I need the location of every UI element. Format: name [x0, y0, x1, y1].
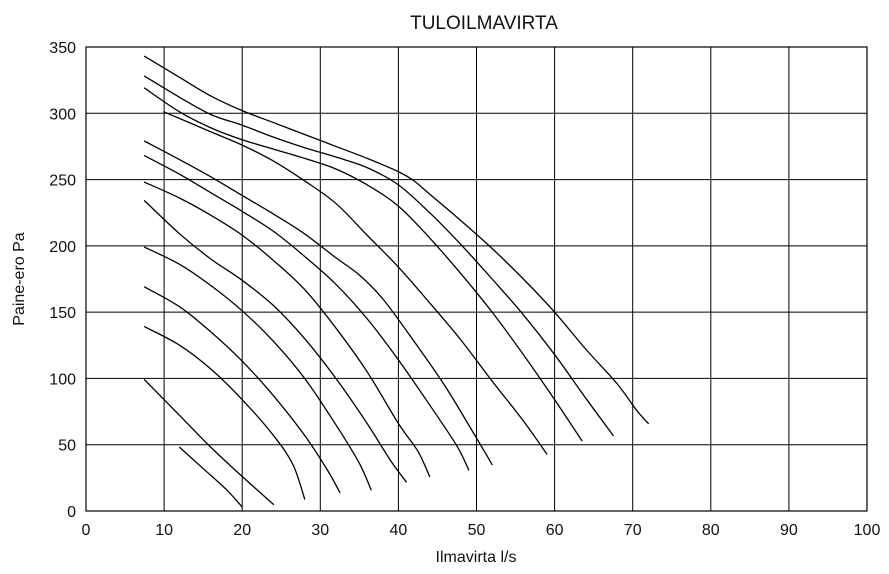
x-tick-label: 60: [546, 522, 564, 539]
x-tick-label: 30: [311, 522, 329, 539]
x-tick-label: 80: [702, 522, 720, 539]
y-tick-label: 200: [49, 239, 76, 256]
y-tick-label: 0: [67, 504, 76, 521]
x-tick-label: 90: [780, 522, 798, 539]
y-axis-ticks: 0 50 100 150 200 250 300 350: [49, 40, 76, 521]
curves: [145, 56, 649, 507]
series-line-13: [145, 56, 649, 423]
series-line-6: [145, 201, 407, 482]
y-axis-label: Paine-ero Pa: [11, 232, 28, 325]
x-axis-ticks: 0 10 20 30 40 50 60 70 80 90 100: [82, 522, 881, 539]
series-line-1: [180, 447, 242, 507]
x-axis-label: Ilmavirta l/s: [436, 549, 517, 566]
series-line-7: [145, 182, 430, 476]
grid: [86, 47, 867, 511]
chart-title: TULOILMAVIRTA: [410, 13, 558, 34]
series-line-11: [145, 88, 582, 441]
y-tick-label: 300: [49, 106, 76, 123]
x-tick-label: 20: [233, 522, 251, 539]
y-tick-label: 50: [58, 438, 76, 455]
x-tick-label: 70: [624, 522, 642, 539]
x-tick-label: 50: [468, 522, 486, 539]
y-tick-label: 350: [49, 40, 76, 57]
x-tick-label: 100: [854, 522, 881, 539]
x-tick-label: 40: [390, 522, 408, 539]
series-line-5: [145, 247, 371, 490]
y-tick-label: 150: [49, 305, 76, 322]
series-line-3: [145, 327, 305, 499]
x-tick-label: 10: [155, 522, 173, 539]
y-tick-label: 100: [49, 371, 76, 388]
y-tick-label: 250: [49, 173, 76, 190]
x-tick-label: 0: [82, 522, 91, 539]
